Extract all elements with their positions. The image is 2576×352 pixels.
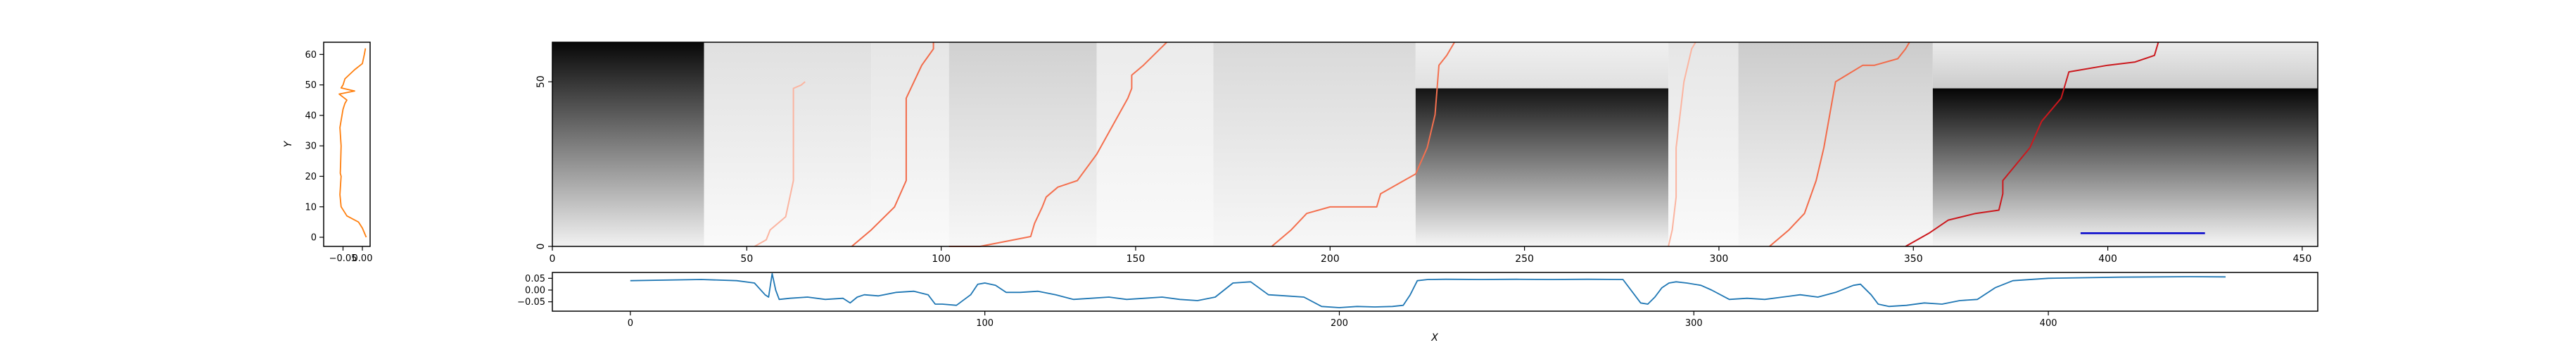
alignment-path <box>1668 42 1696 247</box>
x-tick-label: 300 <box>1710 253 1729 265</box>
x-tick-label: 0 <box>628 318 633 329</box>
heatmap-block <box>1932 42 2318 89</box>
alignment-path <box>754 81 806 247</box>
bottom-chart: 0 100 200 300 400 0.05 0.00−0.05 X <box>517 272 2318 344</box>
heatmap-block <box>1668 42 1739 246</box>
bottom-x-axis-label: X <box>1430 332 1438 344</box>
alignment-path <box>851 42 934 247</box>
heatmap-block <box>1096 42 1214 246</box>
side-y-axis-label: Y <box>283 140 294 147</box>
main-axes-frame <box>552 42 2318 247</box>
x-tick-label: 450 <box>2293 253 2312 265</box>
x-tick-label: −0.05 <box>329 253 357 264</box>
x-tick-label: 200 <box>1321 253 1340 265</box>
y-tick-label: 50 <box>535 75 547 88</box>
side-axis-ticks: −0.050.00 0 10 20 30 40 50 60 <box>305 50 372 264</box>
x-tick-label: 400 <box>2098 253 2117 265</box>
heatmap-paths <box>754 42 2205 247</box>
x-tick-label: 50 <box>740 253 753 265</box>
x-tick-label: 250 <box>1515 253 1534 265</box>
side-series-line <box>338 48 367 238</box>
x-tick-label: 350 <box>1904 253 1923 265</box>
y-tick-label: 60 <box>305 50 317 61</box>
heatmap-block <box>1415 88 1669 246</box>
y-tick-label: 20 <box>305 172 317 182</box>
heatmap-block <box>552 42 704 246</box>
x-tick-label: 0.00 <box>353 253 373 264</box>
x-tick-label: 100 <box>976 318 994 329</box>
x-tick-label: 400 <box>2040 318 2057 329</box>
y-tick-label: −0.05 <box>517 297 545 308</box>
heatmap-blocks <box>552 42 2318 246</box>
heatmap-block <box>871 42 949 246</box>
side-series <box>338 48 367 238</box>
y-tick-label: 30 <box>305 142 317 152</box>
heatmap-block <box>1932 88 2318 246</box>
heatmap-block <box>704 42 872 246</box>
side-chart: −0.050.00 0 10 20 30 40 50 60 Y <box>283 42 372 264</box>
alignment-path <box>948 42 1167 247</box>
y-tick-label: 10 <box>305 202 317 213</box>
bottom-axis-ticks: 0 100 200 300 400 0.05 0.00−0.05 <box>517 274 2057 329</box>
y-tick-label: 0 <box>535 244 547 250</box>
bottom-series-line <box>630 272 2226 308</box>
alignment-path <box>1769 42 1910 247</box>
heatmap-block <box>1213 42 1416 246</box>
main-axis-ticks: 0 50 100 150 200 250 300 350 400 450 0 50 <box>535 75 2311 265</box>
x-tick-label: 0 <box>550 253 556 265</box>
x-tick-label: 200 <box>1331 318 1348 329</box>
bottom-axes-frame <box>552 272 2318 312</box>
main-chart: 0 50 100 150 200 250 300 350 400 450 0 50 <box>535 42 2318 265</box>
heatmap-block <box>948 42 1097 246</box>
alignment-path <box>1905 42 2159 247</box>
heatmap-block <box>1415 42 1669 89</box>
side-axes-frame <box>323 42 371 247</box>
x-tick-label: 150 <box>1127 253 1146 265</box>
y-tick-label: 50 <box>305 80 317 91</box>
bottom-series <box>630 272 2226 308</box>
y-tick-label: 0.05 <box>525 274 545 284</box>
x-tick-label: 300 <box>1685 318 1703 329</box>
y-tick-label: 0 <box>311 233 317 244</box>
heatmap-block <box>1738 42 1933 246</box>
x-tick-label: 100 <box>932 253 951 265</box>
alignment-path <box>1271 42 1455 247</box>
y-tick-label: 40 <box>305 111 317 121</box>
y-tick-label: 0.00 <box>525 286 545 296</box>
